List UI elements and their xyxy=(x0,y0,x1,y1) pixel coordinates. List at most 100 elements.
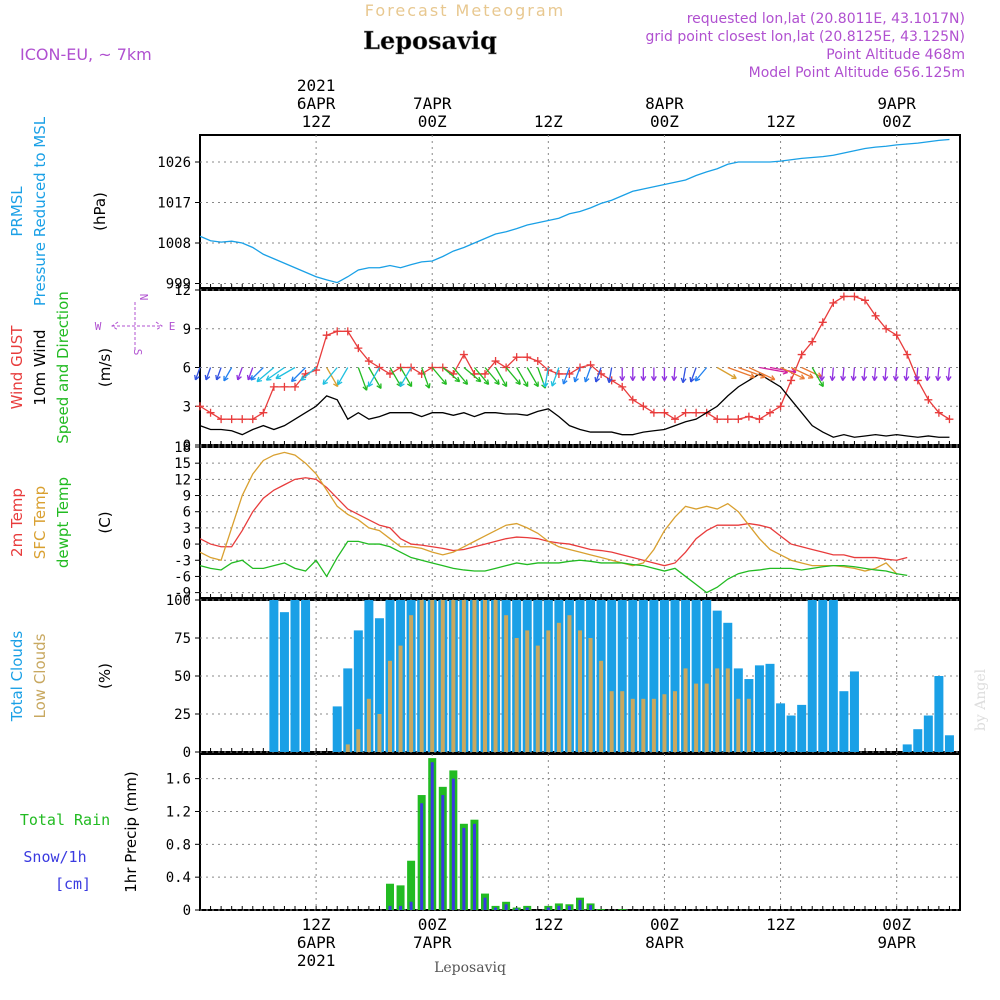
wind-arrow-head xyxy=(583,376,590,383)
wind-arrow-head xyxy=(425,383,431,389)
total-cloud-bar xyxy=(828,600,838,752)
wind-arrow xyxy=(265,366,285,381)
wind-arrow xyxy=(250,367,264,381)
y-tick-label: 9 xyxy=(183,322,191,338)
location-title: Leposaviq xyxy=(363,26,497,55)
gust-marker xyxy=(628,395,637,404)
compass-n: N xyxy=(137,294,150,301)
low-cloud-bar xyxy=(683,668,688,752)
total-cloud-bar xyxy=(332,706,342,752)
wind-arrow-head xyxy=(892,375,899,382)
wind-arrow-shaft xyxy=(484,367,500,385)
gust-marker xyxy=(850,292,859,301)
grid-coords: grid point closest lon,lat (20.8125E, 43… xyxy=(645,29,965,45)
low-cloud-bar xyxy=(736,698,741,752)
low-cloud-bar xyxy=(746,698,751,752)
total-cloud-bar xyxy=(754,665,764,752)
wind-arrow-head xyxy=(671,375,678,382)
snow-bar xyxy=(578,900,582,910)
wind-arrow xyxy=(215,367,222,381)
total-cloud-bar xyxy=(649,600,659,752)
gust-marker xyxy=(333,327,342,336)
wind-arrow-head xyxy=(223,375,229,382)
model-altitude: Model Point Altitude 656.125m xyxy=(749,65,965,81)
low-cloud-bar xyxy=(578,630,582,752)
low-cloud-bar xyxy=(493,600,498,752)
wind-arrow xyxy=(914,367,920,382)
gust-marker xyxy=(723,415,732,424)
wind-arrow-shaft xyxy=(544,367,549,388)
wind-arrow xyxy=(811,367,824,388)
gust-marker xyxy=(744,412,753,421)
wind-arrow xyxy=(694,367,708,382)
wind-arrow-head xyxy=(475,376,482,383)
total-cloud-bar xyxy=(902,744,912,752)
snow-bar xyxy=(462,827,466,910)
gust-marker xyxy=(734,415,743,424)
wind-arrow xyxy=(290,367,307,383)
wind-arrow-shaft xyxy=(562,367,571,385)
compass-w: W xyxy=(95,320,102,333)
compass-s: S xyxy=(131,349,144,356)
wind-arrow xyxy=(850,367,857,382)
gust-marker xyxy=(196,402,204,411)
model-label: ICON-EU, ~ 7km xyxy=(20,45,152,64)
total-cloud-bar xyxy=(607,600,617,752)
wind-arrow xyxy=(661,367,668,382)
wind-arrow-shaft xyxy=(431,367,447,385)
wind-arrow-head xyxy=(550,381,557,387)
wind-arrow-head xyxy=(265,375,272,381)
wind-arrow xyxy=(204,367,212,381)
wind-arrow-shaft xyxy=(811,367,824,387)
total-cloud-bar xyxy=(290,600,300,752)
y-tick-label: 0 xyxy=(183,438,191,454)
snow-bar xyxy=(430,762,434,910)
snow-bar xyxy=(557,905,561,910)
rain-bar xyxy=(407,860,416,910)
gust-marker xyxy=(660,408,669,417)
wind-arrow-head xyxy=(204,374,211,381)
wind-arrow-head xyxy=(829,375,836,382)
y-tick-label: 12 xyxy=(174,283,191,299)
y-tick-label: 3 xyxy=(183,399,191,415)
low-cloud-bar xyxy=(715,668,720,752)
gust-marker xyxy=(259,408,268,417)
wind-arrow xyxy=(629,367,636,382)
y-tick-label: 15 xyxy=(174,456,191,472)
wind-arrow-shaft xyxy=(595,367,602,383)
y-tick-label: 100 xyxy=(166,593,191,609)
wind-arrow xyxy=(516,367,529,388)
gust-marker xyxy=(871,311,880,320)
total-cloud-bar xyxy=(269,600,279,752)
wind-arrow xyxy=(871,367,878,382)
gust-marker xyxy=(248,415,257,424)
wind-arrow-shaft xyxy=(873,367,877,381)
wind-arrow-shaft xyxy=(842,367,845,381)
wind-arrow xyxy=(861,367,868,382)
total-cloud-bar xyxy=(849,671,859,752)
wind-arrow-shaft xyxy=(947,367,951,381)
wind-arrow-shaft xyxy=(790,366,814,379)
top-time-label: 8APR xyxy=(645,94,684,113)
wind-arrow-shaft xyxy=(926,367,929,381)
wind-arrow-shaft xyxy=(694,367,708,382)
wind-arrow-shaft xyxy=(205,367,212,381)
gust-marker xyxy=(364,357,373,366)
gust-marker xyxy=(755,415,764,424)
total-cloud-bar xyxy=(818,600,828,752)
wind-arrow-shaft xyxy=(526,367,539,387)
wind-arrow-shaft xyxy=(894,367,898,381)
snow-bar xyxy=(441,795,445,910)
gust-marker xyxy=(639,402,648,411)
low-cloud-bar xyxy=(525,630,530,752)
gust-marker xyxy=(322,331,331,340)
y-tick-label: 18 xyxy=(174,440,191,456)
bottom-time-label: 00Z xyxy=(418,915,447,934)
gust-marker xyxy=(523,353,532,362)
top-time-label: 9APR xyxy=(877,94,916,113)
wind-arrow-shaft xyxy=(820,367,824,381)
wind-arrow xyxy=(526,367,539,388)
wind-arrow-shaft xyxy=(194,367,201,381)
